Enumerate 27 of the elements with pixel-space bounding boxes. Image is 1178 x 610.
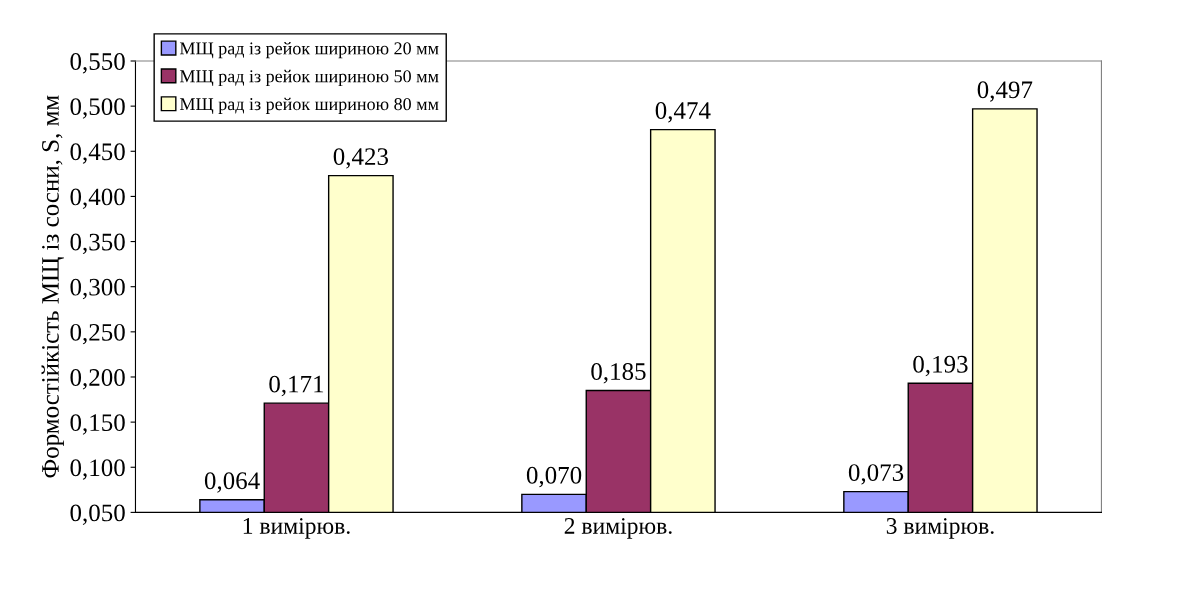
data-label: 0,064: [204, 472, 260, 493]
legend-label: МЩ рад із рейок шириною 20 мм: [179, 41, 439, 59]
data-label: 0,070: [526, 466, 582, 488]
y-tick-label: 0,350: [70, 233, 125, 255]
x-tick-label: 2 вимірюв.: [564, 518, 672, 539]
data-label: 0,185: [591, 363, 646, 384]
y-tick-label: 0,050: [70, 504, 125, 525]
y-tick-label: 0,150: [70, 414, 125, 435]
data-label: 0,073: [848, 464, 904, 485]
data-label: 0,497: [977, 81, 1033, 102]
data-label: 0,193: [913, 355, 968, 377]
y-tick-label: 0,400: [70, 188, 125, 209]
legend-label: МЩ рад із рейок шириною 50 мм: [179, 69, 439, 87]
y-tick-label: 0,300: [70, 278, 125, 300]
x-tick-label: 3 вимірюв.: [886, 518, 994, 539]
y-tick-label: 0,100: [70, 459, 125, 480]
data-label: 0,423: [333, 148, 389, 169]
legend-label: МЩ рад із рейок шириною 80 мм: [179, 97, 439, 114]
y-tick-label: 0,550: [70, 53, 125, 74]
y-tick-label: 0,500: [70, 98, 125, 119]
data-label: 0,474: [655, 102, 711, 123]
y-axis-title: Формостійкість МЩ із сосни, S, мм: [41, 95, 64, 478]
x-tick-label: 1 вимірюв.: [243, 518, 350, 539]
data-label: 0,171: [269, 375, 324, 397]
y-tick-label: 0,450: [70, 143, 125, 164]
y-tick-label: 0,200: [70, 369, 125, 390]
y-tick-label: 0,250: [70, 323, 125, 345]
